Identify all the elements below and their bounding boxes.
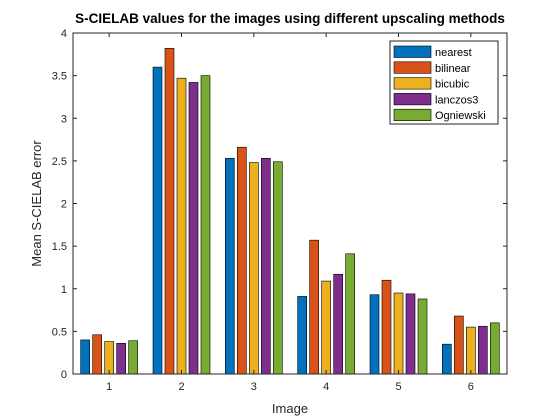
bar-Ogniewski-5 — [417, 298, 428, 375]
x-tick-label: 5 — [395, 381, 401, 393]
legend-label-nearest: nearest — [435, 47, 472, 59]
bar-nearest-6 — [442, 343, 452, 375]
x-axis-label: Image — [272, 401, 308, 416]
y-axis-label: Mean S-CIELAB error — [29, 140, 44, 267]
bar-nearest-3 — [225, 158, 235, 375]
legend-label-Ogniewski: Ogniewski — [435, 110, 486, 122]
bars-group — [80, 48, 500, 375]
bar-bicubic-5 — [393, 292, 404, 375]
legend-label-bicubic: bicubic — [435, 79, 470, 91]
legend-swatch-bicubic — [393, 77, 432, 90]
y-tick-label: 1.5 — [52, 241, 67, 253]
legend-swatch-nearest — [393, 45, 432, 58]
bar-bilinear-5 — [381, 279, 392, 375]
y-tick-label: 0 — [61, 369, 67, 381]
bar-nearest-1 — [80, 339, 90, 375]
bar-bicubic-6 — [466, 326, 476, 375]
bar-lanczos3-2 — [188, 82, 199, 375]
bar-bicubic-2 — [176, 77, 187, 375]
bar-lanczos3-4 — [333, 273, 343, 375]
legend-swatch-bilinear — [393, 61, 432, 74]
x-tick-label: 2 — [178, 381, 184, 393]
bar-bilinear-3 — [237, 146, 247, 375]
bar-lanczos3-5 — [405, 293, 416, 375]
legend-swatch-Ogniewski — [393, 108, 432, 121]
bar-Ogniewski-1 — [128, 340, 138, 375]
bar-bilinear-1 — [92, 334, 102, 375]
bar-bicubic-3 — [249, 162, 259, 375]
bar-bilinear-4 — [309, 239, 319, 375]
bar-bicubic-1 — [104, 341, 114, 375]
bar-nearest-5 — [369, 294, 380, 375]
x-tick-label: 3 — [251, 381, 257, 393]
x-axis: 1 2 3 4 5 6 — [106, 33, 474, 393]
bar-Ogniewski-2 — [200, 75, 211, 375]
bar-lanczos3-6 — [478, 325, 488, 375]
x-tick-label: 4 — [323, 381, 329, 393]
bar-Ogniewski-3 — [273, 161, 283, 375]
bar-nearest-4 — [297, 296, 307, 375]
x-tick-label: 1 — [106, 381, 112, 393]
y-tick-label: 0.5 — [52, 326, 67, 338]
y-tick-label: 4 — [61, 28, 67, 40]
bar-Ogniewski-6 — [490, 322, 500, 375]
bar-lanczos3-3 — [261, 158, 271, 375]
y-tick-label: 1 — [61, 284, 67, 296]
y-tick-label: 2.5 — [52, 156, 67, 168]
legend-label-bilinear: bilinear — [435, 63, 471, 75]
y-tick-label: 2 — [61, 199, 67, 211]
y-axis: 0 0.5 1 1.5 2 2.5 3 3.5 4 — [52, 28, 507, 381]
bar-bilinear-6 — [454, 315, 464, 375]
x-tick-label: 6 — [468, 381, 474, 393]
legend: nearest bilinear bicubic lanczos3 Ogniewski — [389, 40, 499, 125]
bar-lanczos3-1 — [116, 343, 126, 375]
bar-bilinear-2 — [164, 48, 175, 375]
bar-bicubic-4 — [321, 280, 331, 375]
y-tick-label: 3.5 — [52, 71, 67, 83]
legend-swatch-lanczos3 — [393, 93, 432, 106]
chart-title: S-CIELAB values for the images using dif… — [75, 11, 505, 26]
y-tick-label: 3 — [61, 113, 67, 125]
legend-label-lanczos3: lanczos3 — [435, 94, 478, 106]
bar-nearest-2 — [152, 66, 163, 375]
bar-Ogniewski-4 — [345, 253, 355, 375]
